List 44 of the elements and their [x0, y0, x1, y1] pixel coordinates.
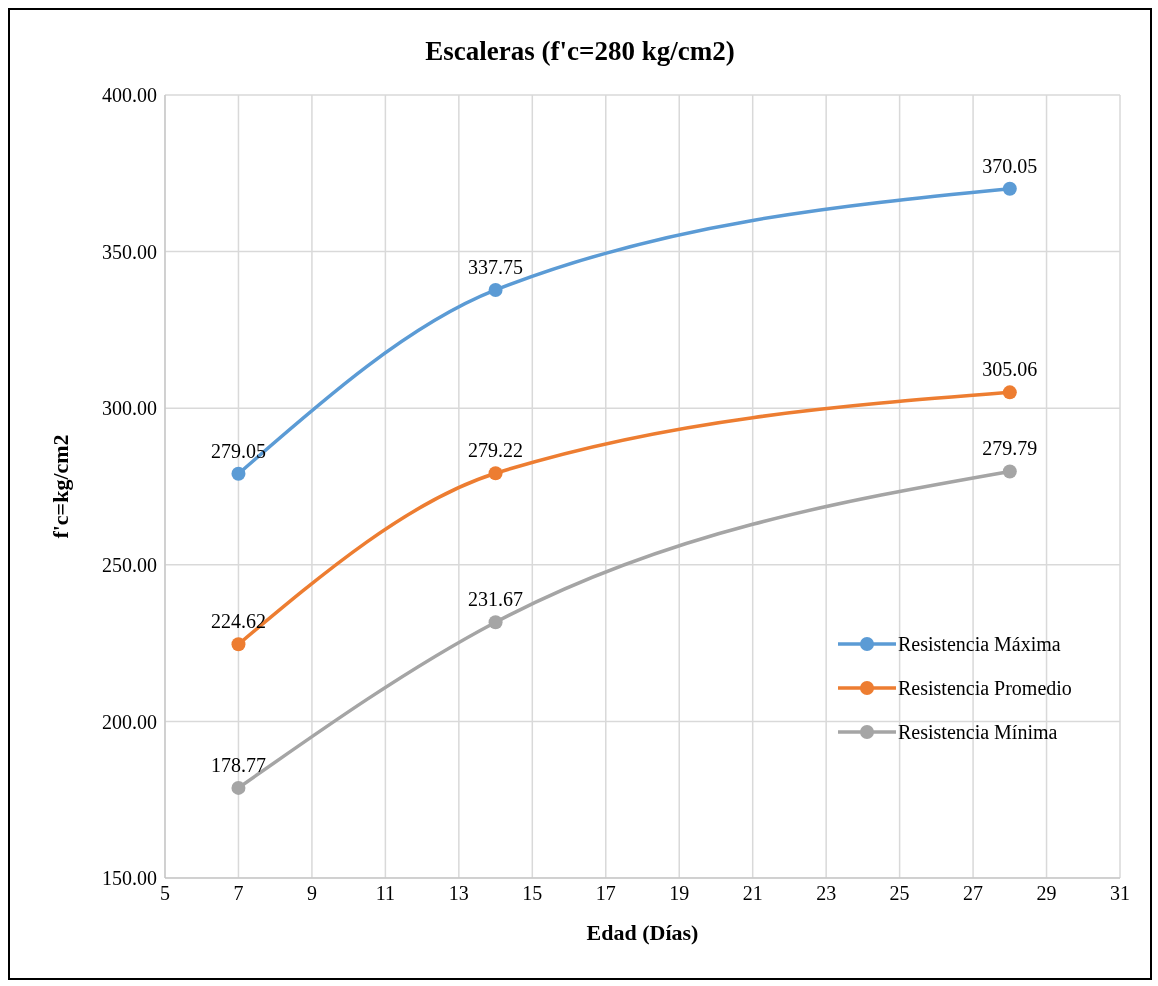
y-tick-label: 250.00 — [102, 553, 157, 576]
data-label: 279.05 — [210, 439, 266, 462]
legend-label: Resistencia Mínima — [898, 720, 1058, 744]
legend-label: Resistencia Máxima — [898, 632, 1061, 656]
y-tick-label: 200.00 — [102, 710, 157, 733]
x-axis-title: Edad (Días) — [586, 920, 699, 945]
point — [1002, 385, 1017, 400]
point — [1002, 464, 1017, 479]
x-tick-label: 19 — [669, 882, 690, 905]
point — [231, 637, 246, 652]
data-label: 305.06 — [982, 358, 1038, 381]
chart-title: Escaleras (f'c=280 kg/cm2) — [424, 36, 736, 67]
y-tick-label: 350.00 — [102, 240, 157, 263]
point — [488, 615, 503, 630]
point — [488, 282, 503, 297]
x-tick-label: 9 — [306, 882, 317, 905]
point — [488, 466, 503, 481]
x-tick-label: 31 — [1110, 882, 1130, 905]
point — [231, 780, 246, 795]
data-label: 224.62 — [210, 610, 266, 633]
y-tick-label: 400.00 — [102, 84, 157, 107]
x-tick-label: 5 — [160, 882, 170, 905]
x-tick-label: 25 — [889, 882, 910, 905]
x-tick-label: 23 — [816, 882, 837, 905]
x-tick-label: 27 — [963, 882, 984, 905]
y-tick-label: 150.00 — [102, 867, 157, 890]
data-label: 279.79 — [982, 437, 1038, 460]
point — [1002, 181, 1017, 196]
data-label: 337.75 — [468, 255, 524, 278]
x-tick-label: 21 — [742, 882, 763, 905]
x-tick-label: 17 — [595, 882, 616, 905]
data-label: 178.77 — [210, 753, 266, 776]
data-label: 370.05 — [982, 154, 1038, 177]
y-tick-label: 300.00 — [102, 397, 157, 420]
x-tick-label: 15 — [522, 882, 543, 905]
point — [231, 466, 246, 481]
legend-label: Resistencia Promedio — [898, 676, 1072, 700]
data-label: 279.22 — [468, 439, 524, 462]
x-tick-label: 29 — [1036, 882, 1057, 905]
x-tick-label: 13 — [448, 882, 469, 905]
x-tick-label: 7 — [233, 882, 244, 905]
data-label: 231.67 — [468, 588, 524, 611]
x-tick-label: 11 — [375, 882, 396, 905]
y-axis-title: f'c=kg/cm2 — [47, 434, 73, 539]
